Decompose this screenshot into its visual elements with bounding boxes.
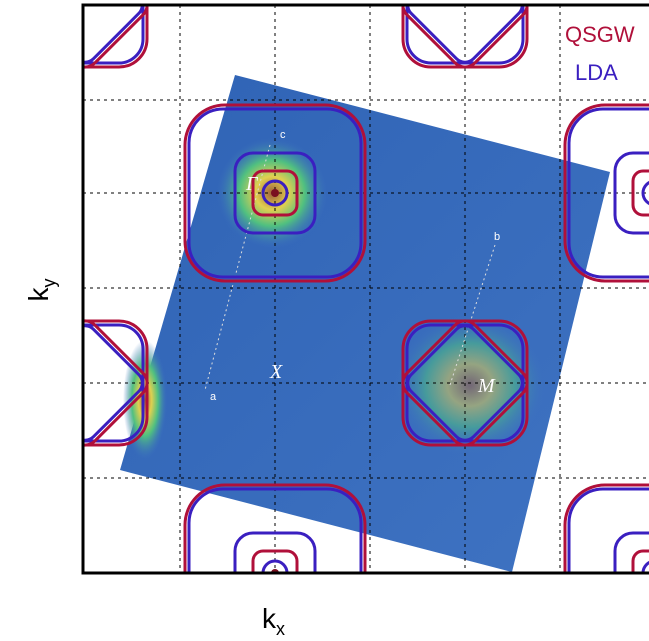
label-part: y <box>39 279 59 288</box>
frame <box>81 3 649 575</box>
legend-entry: LDA <box>575 60 618 85</box>
label-part: k <box>23 287 54 302</box>
legend-entry: QSGW <box>565 22 635 47</box>
cut-label: a <box>210 391 217 403</box>
x-axis-label: kx <box>262 603 285 639</box>
y-axis-label: ky <box>23 279 59 302</box>
m-point-label: M <box>477 375 496 397</box>
label-part: x <box>276 619 285 639</box>
cut-label: c <box>280 129 286 141</box>
x-point-label: X <box>269 361 283 383</box>
cut-label: b <box>494 231 500 243</box>
gamma-label: Γ <box>245 173 259 195</box>
plot-area: Γ X M a b c <box>83 5 649 573</box>
label-part: k <box>262 603 277 634</box>
cut-lines <box>204 144 496 391</box>
